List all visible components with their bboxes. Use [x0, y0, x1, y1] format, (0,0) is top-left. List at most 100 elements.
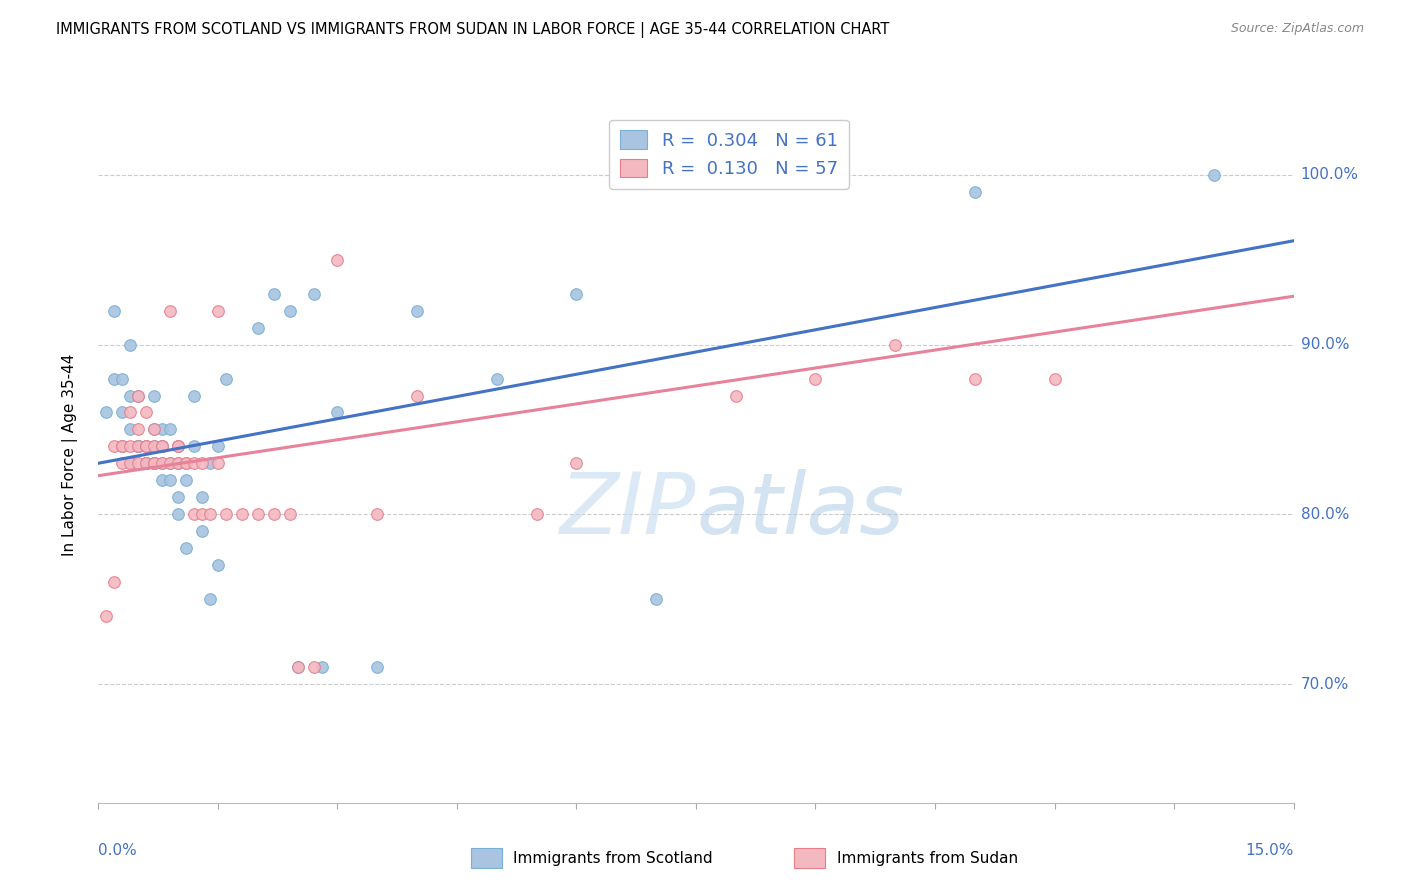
Text: 0.0%: 0.0% — [98, 843, 138, 858]
Point — [120, 439, 142, 453]
Point — [724, 388, 747, 402]
Text: IMMIGRANTS FROM SCOTLAND VS IMMIGRANTS FROM SUDAN IN LABOR FORCE | AGE 35-44 COR: IMMIGRANTS FROM SCOTLAND VS IMMIGRANTS F… — [56, 22, 890, 38]
Point — [183, 457, 205, 471]
Point — [207, 457, 229, 471]
Point — [302, 286, 325, 301]
Point — [127, 439, 149, 453]
Point — [120, 337, 142, 351]
Point — [605, 168, 627, 182]
Point — [159, 457, 181, 471]
Point — [135, 405, 157, 419]
Point — [311, 660, 333, 674]
Point — [485, 371, 508, 385]
Point — [120, 388, 142, 402]
Point — [326, 252, 349, 267]
Point — [565, 457, 588, 471]
Point — [565, 286, 588, 301]
Point — [406, 388, 429, 402]
Point — [246, 508, 269, 522]
Point — [167, 457, 190, 471]
Point — [120, 457, 142, 471]
Point — [167, 457, 190, 471]
Point — [174, 541, 197, 556]
Point — [103, 575, 125, 590]
Point — [963, 185, 986, 199]
Text: Source: ZipAtlas.com: Source: ZipAtlas.com — [1230, 22, 1364, 36]
Point — [804, 371, 827, 385]
Point — [215, 371, 238, 385]
Point — [127, 388, 149, 402]
Point — [111, 457, 134, 471]
Point — [302, 660, 325, 674]
Point — [645, 168, 668, 182]
Text: Immigrants from Sudan: Immigrants from Sudan — [837, 851, 1018, 865]
Point — [645, 592, 668, 607]
Text: 15.0%: 15.0% — [1246, 843, 1294, 858]
Point — [183, 508, 205, 522]
Point — [198, 508, 221, 522]
Point — [198, 457, 221, 471]
Point — [150, 457, 173, 471]
Point — [287, 660, 309, 674]
Point — [103, 439, 125, 453]
Point — [174, 457, 197, 471]
Point — [111, 439, 134, 453]
Point — [143, 457, 166, 471]
Point — [278, 508, 301, 522]
Point — [167, 439, 190, 453]
Point — [143, 439, 166, 453]
Point — [120, 422, 142, 436]
Point — [143, 439, 166, 453]
Point — [207, 558, 229, 573]
Point — [183, 388, 205, 402]
Point — [526, 508, 548, 522]
Point — [150, 439, 173, 453]
Point — [167, 491, 190, 505]
Point — [127, 439, 149, 453]
Point — [191, 508, 214, 522]
Point — [159, 474, 181, 488]
Point — [111, 439, 134, 453]
Point — [263, 286, 285, 301]
Point — [127, 439, 149, 453]
Point — [207, 303, 229, 318]
Point — [167, 508, 190, 522]
Point — [287, 660, 309, 674]
Text: 100.0%: 100.0% — [1301, 168, 1358, 183]
Point — [96, 405, 118, 419]
Point — [215, 508, 238, 522]
Point — [127, 388, 149, 402]
Point — [120, 457, 142, 471]
Point — [127, 439, 149, 453]
Point — [135, 457, 157, 471]
Point — [120, 405, 142, 419]
Point — [127, 422, 149, 436]
Legend: R =  0.304   N = 61, R =  0.130   N = 57: R = 0.304 N = 61, R = 0.130 N = 57 — [609, 120, 849, 189]
Point — [143, 457, 166, 471]
Text: ZIP: ZIP — [560, 469, 696, 552]
Point — [111, 439, 134, 453]
Point — [143, 457, 166, 471]
Point — [143, 388, 166, 402]
Point — [174, 474, 197, 488]
Point — [246, 320, 269, 334]
Point — [143, 422, 166, 436]
Point — [191, 524, 214, 539]
Point — [167, 439, 190, 453]
Point — [198, 592, 221, 607]
Point — [183, 439, 205, 453]
Point — [1043, 371, 1066, 385]
Point — [103, 303, 125, 318]
Point — [231, 508, 253, 522]
Point — [191, 491, 214, 505]
Point — [159, 303, 181, 318]
Point — [150, 422, 173, 436]
Point — [191, 457, 214, 471]
Text: Immigrants from Scotland: Immigrants from Scotland — [513, 851, 713, 865]
Point — [135, 457, 157, 471]
Point — [143, 422, 166, 436]
Point — [103, 371, 125, 385]
Y-axis label: In Labor Force | Age 35-44: In Labor Force | Age 35-44 — [62, 354, 77, 556]
Point — [127, 439, 149, 453]
Point — [111, 371, 134, 385]
